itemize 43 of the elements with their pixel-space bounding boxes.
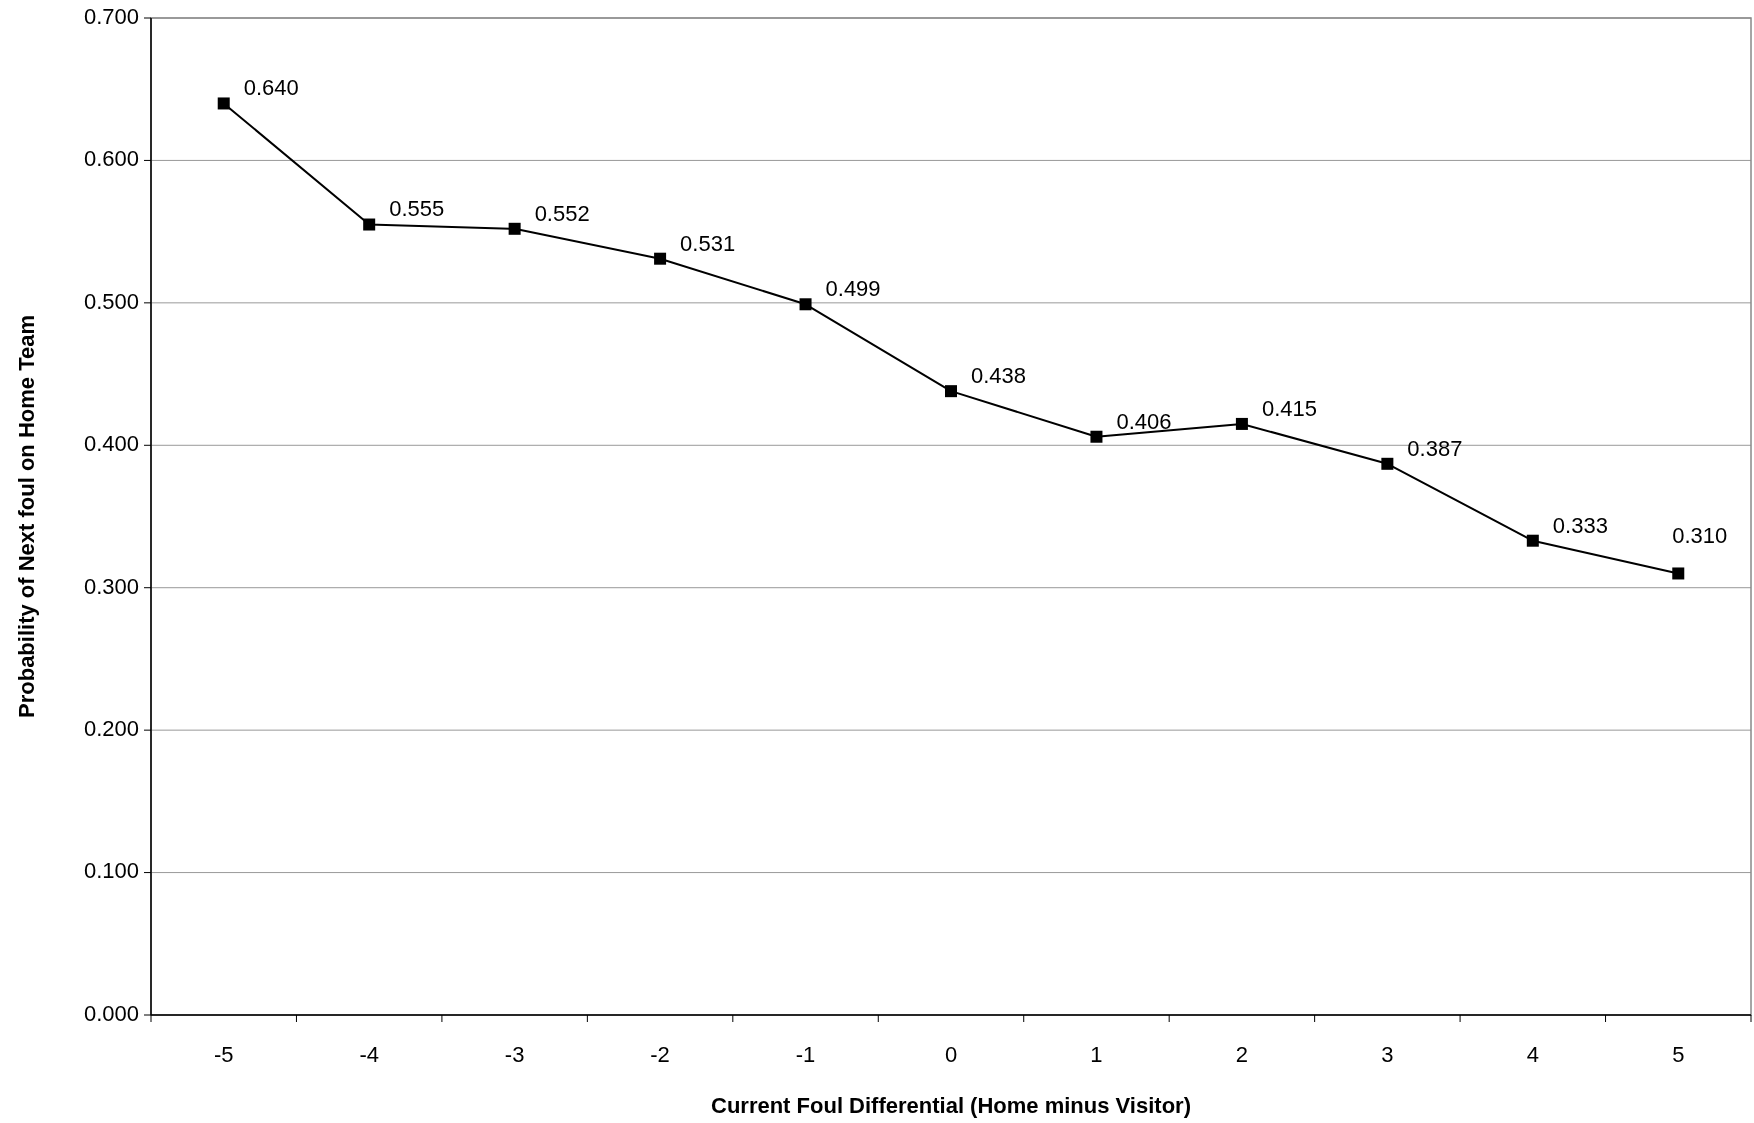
x-tick-label: 0 (944, 1041, 958, 1067)
data-label: 0.640 (243, 75, 299, 101)
x-tick-label: 4 (1526, 1041, 1539, 1067)
x-tick-label: 3 (1381, 1041, 1394, 1067)
point (1672, 567, 1685, 580)
point (1526, 534, 1539, 547)
x-tick-label: -1 (795, 1041, 816, 1067)
point (945, 385, 957, 398)
y-axis-title: Probability of Next foul on Home Team (13, 315, 39, 718)
x-tick-label: 5 (1672, 1041, 1685, 1067)
x-tick-label: 1 (1090, 1041, 1103, 1067)
data-label: 0.499 (825, 276, 881, 302)
data-label: 0.310 (1672, 523, 1728, 549)
point (1235, 417, 1248, 430)
data-label: 0.333 (1552, 512, 1608, 538)
y-tick-label: 0.000 (83, 1000, 139, 1026)
y-tick-label: 0.100 (83, 858, 139, 884)
data-label: 0.415 (1261, 395, 1317, 421)
data-label: 0.387 (1407, 435, 1463, 461)
y-tick-label: 0.400 (83, 431, 139, 457)
data-label: 0.438 (971, 362, 1027, 388)
point (363, 218, 376, 231)
point (217, 97, 230, 110)
data-label: 0.552 (534, 200, 590, 226)
point (508, 222, 521, 235)
point (654, 252, 667, 265)
x-tick-label: -2 (650, 1041, 670, 1067)
x-tick-label: -4 (359, 1041, 379, 1067)
y-tick-label: 0.700 (83, 3, 139, 29)
data-label: 0.555 (389, 196, 445, 222)
point (1090, 430, 1103, 443)
y-tick-label: 0.600 (83, 146, 139, 172)
data-label: 0.406 (1116, 408, 1172, 434)
x-axis-title: Current Foul Differential (Home minus Visitor) (711, 1092, 1191, 1118)
x-tick-label: 2 (1235, 1041, 1249, 1067)
point (1381, 457, 1394, 470)
y-tick-label: 0.300 (83, 573, 139, 599)
x-tick-label: -5 (213, 1041, 234, 1067)
x-tick-label: -3 (504, 1041, 525, 1067)
y-tick-label: 0.500 (83, 288, 139, 314)
data-label: 0.531 (680, 230, 736, 256)
y-tick-label: 0.200 (83, 715, 139, 741)
point (799, 298, 812, 311)
